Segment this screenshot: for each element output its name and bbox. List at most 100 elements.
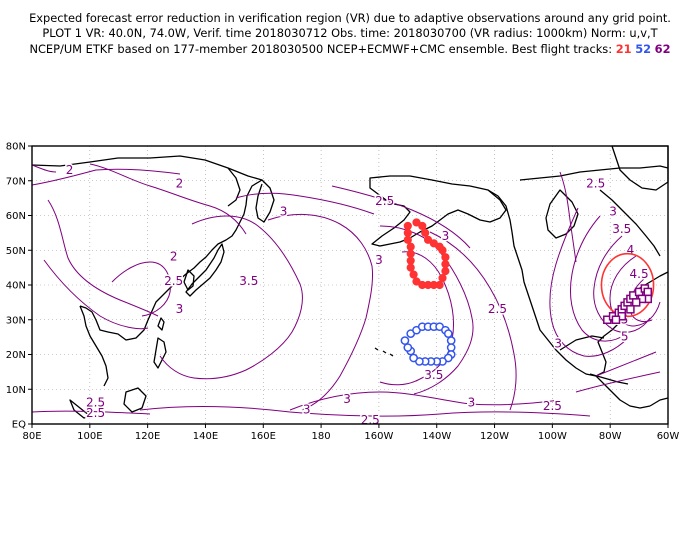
contour-label: 3	[609, 205, 617, 219]
track-52-point	[409, 353, 418, 363]
track-21-point	[418, 221, 427, 231]
contour-label: 4	[627, 243, 635, 257]
track-62	[603, 284, 653, 324]
contour-label: 3	[468, 396, 476, 410]
lat-tick-label: 10N	[6, 385, 26, 396]
contour-2-northwest	[31, 168, 181, 186]
philippines	[153, 337, 167, 369]
lat-tick-label: 40N	[6, 281, 26, 292]
hudson-bay	[545, 189, 579, 239]
contour-label: 3	[176, 302, 184, 316]
contour-3-asia	[43, 259, 149, 330]
gulf-of-mexico	[559, 335, 605, 351]
contour-label: 2.5	[361, 413, 380, 427]
track-21-point	[441, 267, 450, 276]
track-label-62: 62	[654, 42, 671, 56]
taiwan	[157, 317, 165, 331]
lat-tick-label: 30N	[6, 315, 26, 326]
contour-labels: 2222.533.532.5332.52.533.544.533.53332.5…	[64, 161, 650, 428]
contour-2-5-loop	[111, 261, 171, 317]
track-21-point	[406, 249, 415, 258]
lon-tick-label: 80E	[22, 431, 41, 442]
cuba	[589, 373, 629, 385]
track-62-point	[626, 305, 635, 314]
contour-label: 3	[375, 253, 383, 267]
contour-label: 3	[554, 337, 562, 351]
contour-2-5-north-america	[559, 171, 577, 263]
borneo	[123, 387, 147, 413]
contour-2-5-east-coast	[595, 351, 657, 377]
contour-3-5-north-america	[569, 215, 627, 342]
track-62-point	[643, 287, 653, 297]
track-21-point	[421, 228, 430, 237]
hawaii	[374, 347, 394, 357]
contour-label: 4.5	[630, 267, 649, 281]
lon-tick-label: 120W	[480, 431, 509, 442]
contour-2-5-south	[139, 405, 591, 417]
canadian-arctic	[519, 165, 669, 181]
central-america	[595, 375, 651, 409]
lon-tick-label: 100W	[538, 431, 567, 442]
contour-2-5-atlantic	[575, 371, 661, 393]
track-21-point	[441, 253, 450, 262]
contour-2-5-asia	[47, 199, 159, 317]
contour-3-central	[267, 213, 373, 411]
track-52-point	[446, 343, 456, 352]
contour-2-5-east	[429, 231, 517, 411]
contour-label: 2	[176, 177, 184, 191]
sea-of-okhotsk-coast	[227, 167, 241, 207]
contour-2-5-pacific	[331, 185, 471, 249]
lon-tick-label: 160E	[251, 431, 276, 442]
asia-coastline	[31, 155, 263, 341]
track-52-point	[403, 343, 413, 352]
map-gridlines	[31, 145, 669, 425]
contour-label: 3	[303, 403, 311, 417]
track-62-point	[611, 315, 621, 324]
north-america-west-coast	[487, 189, 669, 377]
track-label-21: 21	[615, 42, 632, 56]
lon-tick-label: 140E	[193, 431, 218, 442]
track-62-point	[631, 298, 641, 307]
title-line-2: PLOT 1 VR: 40.0N, 74.0W, Verif. time 201…	[42, 26, 658, 40]
track-21-point	[412, 218, 421, 227]
contour-label: 2.5	[164, 274, 183, 288]
track-52	[400, 322, 456, 366]
contours	[31, 163, 661, 417]
lat-tick-label: EQ	[12, 420, 26, 431]
lon-tick-label: 140W	[422, 431, 451, 442]
title-line-1: Expected forecast error reduction in ver…	[29, 11, 671, 25]
contour-3-south	[289, 391, 561, 411]
contour-3-north-america	[549, 207, 629, 357]
track-21-point	[435, 280, 444, 290]
verification-region	[600, 252, 655, 318]
contour-label: 3	[442, 229, 450, 243]
contour-4-north-america	[593, 235, 651, 333]
contour-label: 2.5	[86, 396, 105, 410]
contour-2-northwest-lower	[31, 164, 57, 173]
japan	[185, 243, 225, 297]
lon-tick-label: 180	[312, 431, 331, 442]
track-21-point	[438, 273, 447, 283]
track-21-point	[435, 242, 444, 251]
title-line-3: NCEP/UM ETKF based on 177-member 2018030…	[0, 42, 700, 56]
korea	[183, 269, 195, 291]
lat-tick-label: 50N	[6, 246, 26, 257]
contour-3-pacific-north	[235, 192, 375, 215]
lon-tick-label: 120E	[135, 431, 160, 442]
contour-label: 3.5	[239, 274, 258, 288]
contour-label: 3	[343, 392, 351, 406]
contour-label: 3.5	[424, 368, 443, 382]
track-21-point	[429, 239, 438, 248]
contour-label: 3	[280, 205, 288, 219]
kamchatka	[255, 179, 275, 223]
contour-label: 3.5	[612, 222, 631, 236]
contour-2-5-bottom	[31, 410, 151, 415]
indochina-coastline	[79, 305, 109, 387]
track-21-point	[409, 270, 418, 279]
title-line-3-text: NCEP/UM ETKF based on 177-member 2018030…	[29, 42, 613, 56]
track-52-point	[400, 336, 410, 345]
contour-label: 2.5	[586, 177, 605, 191]
flight-tracks	[400, 218, 653, 366]
contour-label: 2.5	[488, 302, 507, 316]
verification-circle	[600, 252, 655, 318]
